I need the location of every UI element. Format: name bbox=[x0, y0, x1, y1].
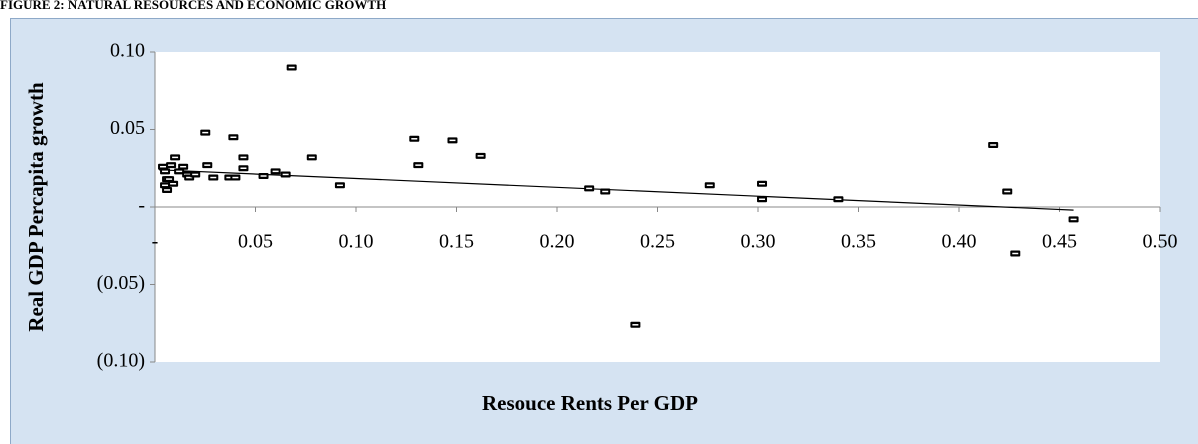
trendline bbox=[158, 169, 1074, 211]
x-tick-label: 0.25 bbox=[640, 231, 675, 253]
data-point bbox=[208, 174, 219, 181]
data-point bbox=[238, 165, 249, 172]
x-tick-label: 0.30 bbox=[741, 231, 776, 253]
data-point bbox=[704, 182, 715, 189]
x-tick-label: 0.40 bbox=[942, 231, 977, 253]
data-point bbox=[164, 176, 175, 183]
x-tick-label: 0.45 bbox=[1042, 231, 1077, 253]
data-point bbox=[238, 154, 249, 161]
y-tick-label: (0.05) bbox=[97, 272, 145, 294]
data-point bbox=[475, 152, 486, 159]
y-tick-label: (0.10) bbox=[97, 350, 145, 372]
data-point bbox=[1002, 188, 1013, 195]
data-point bbox=[174, 168, 185, 175]
data-point bbox=[168, 180, 179, 187]
data-point bbox=[166, 162, 177, 169]
figure-title: FIGURE 2: NATURAL RESOURCES AND ECONOMIC… bbox=[0, 0, 386, 12]
x-tick-label: 0.35 bbox=[841, 231, 876, 253]
y-tick-label: - bbox=[138, 195, 145, 217]
data-point bbox=[270, 168, 281, 175]
data-point bbox=[160, 182, 171, 189]
data-point bbox=[757, 196, 768, 203]
data-point bbox=[447, 137, 458, 144]
data-point bbox=[200, 129, 211, 136]
data-point bbox=[334, 182, 345, 189]
data-point bbox=[178, 163, 189, 170]
data-point bbox=[280, 171, 291, 178]
data-point bbox=[160, 168, 171, 175]
y-axis-title: Real GDP Percapita growth bbox=[24, 82, 48, 332]
data-point bbox=[306, 154, 317, 161]
data-point bbox=[584, 185, 595, 192]
data-point bbox=[833, 196, 844, 203]
x-tick-label: 0.15 bbox=[439, 231, 474, 253]
data-point bbox=[158, 163, 169, 170]
x-tick-label: 0.10 bbox=[339, 231, 374, 253]
data-point bbox=[286, 64, 297, 71]
data-point bbox=[170, 154, 181, 161]
data-point bbox=[409, 135, 420, 142]
data-point bbox=[1010, 250, 1021, 257]
x-tick-label: - bbox=[152, 231, 159, 253]
data-point bbox=[413, 162, 424, 169]
data-point bbox=[988, 142, 999, 148]
y-tick-label: 0.10 bbox=[110, 40, 145, 62]
x-tick-label: 0.50 bbox=[1143, 231, 1178, 253]
x-tick-label: 0.05 bbox=[238, 231, 273, 253]
data-point bbox=[258, 173, 269, 179]
data-point bbox=[630, 321, 641, 328]
data-point bbox=[230, 174, 241, 181]
x-tick-label: 0.20 bbox=[540, 231, 575, 253]
x-axis-title: Resouce Rents Per GDP bbox=[482, 391, 698, 415]
data-point bbox=[202, 162, 213, 169]
data-point bbox=[600, 188, 611, 195]
data-point bbox=[162, 186, 173, 193]
data-point bbox=[757, 180, 768, 187]
y-tick-label: 0.05 bbox=[110, 117, 145, 139]
data-point bbox=[190, 171, 201, 178]
data-point bbox=[228, 134, 239, 141]
data-point bbox=[1068, 216, 1079, 223]
